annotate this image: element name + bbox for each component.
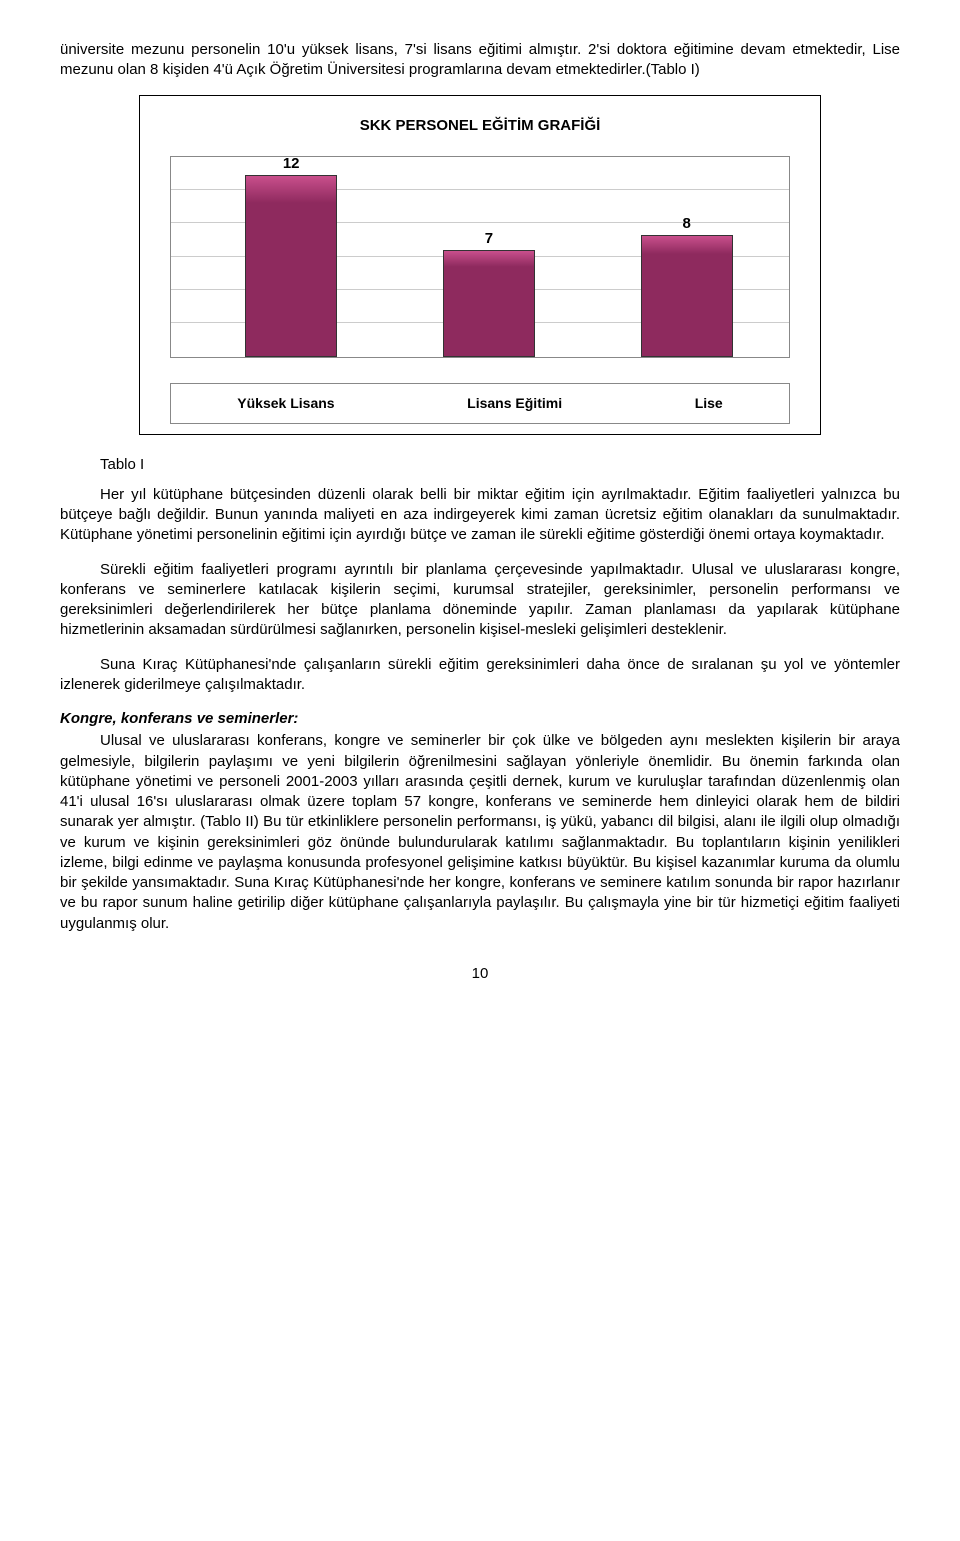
subheading-kongre: Kongre, konferans ve seminerler: — [60, 709, 900, 729]
paragraph-4: Ulusal ve uluslararası konferans, kongre… — [60, 731, 900, 934]
chart-category-label: Yüksek Lisans — [237, 394, 334, 413]
paragraph-2: Sürekli eğitim faaliyetleri programı ayr… — [60, 560, 900, 641]
chart-category-label: Lise — [695, 394, 723, 413]
chart-title: SKK PERSONEL EĞİTİM GRAFİĞİ — [170, 116, 790, 136]
chart-legend: Yüksek Lisans Lisans Eğitimi Lise — [170, 383, 790, 424]
table-label: Tablo I — [100, 455, 900, 475]
paragraph-1: Her yıl kütüphane bütçesinden düzenli ol… — [60, 485, 900, 546]
chart-bar-value: 8 — [642, 214, 732, 234]
chart-bar: 8 — [641, 235, 733, 357]
chart-bar: 12 — [245, 175, 337, 357]
chart-bar-value: 12 — [246, 154, 336, 174]
chart-plot-area: 1278 — [170, 156, 790, 358]
intro-paragraph: üniversite mezunu personelin 10'u yüksek… — [60, 40, 900, 81]
chart-bar-value: 7 — [444, 229, 534, 249]
paragraph-3: Suna Kıraç Kütüphanesi'nde çalışanların … — [60, 655, 900, 696]
chart-container: SKK PERSONEL EĞİTİM GRAFİĞİ 1278 Yüksek … — [139, 95, 821, 435]
chart-bar: 7 — [443, 250, 535, 357]
chart-category-label: Lisans Eğitimi — [467, 394, 562, 413]
page-number: 10 — [60, 964, 900, 984]
